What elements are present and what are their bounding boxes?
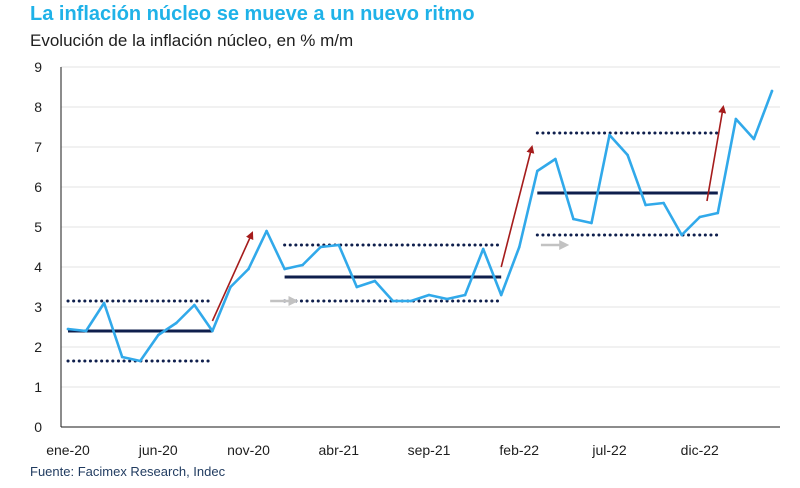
data-point-4 (138, 359, 142, 363)
data-point-22 (463, 293, 467, 297)
y-tick-label-8: 8 (34, 99, 42, 115)
data-point-12 (283, 267, 286, 271)
x-tick-label-jul-22: jul-22 (591, 442, 626, 458)
data-point-14 (319, 245, 323, 249)
y-tick-label-1: 1 (34, 379, 42, 395)
data-point-35 (698, 215, 702, 219)
up-arrow-2 (500, 145, 535, 268)
grid-layer (61, 66, 780, 388)
data-point-34 (680, 233, 683, 237)
chart-subtitle: Evolución de la inflación núcleo, en % m… (30, 31, 354, 50)
y-tick-label-2: 2 (34, 339, 42, 355)
data-point-29 (590, 221, 593, 225)
data-point-39 (770, 89, 774, 93)
data-point-8 (211, 329, 214, 333)
data-point-30 (608, 133, 611, 137)
data-point-13 (301, 263, 304, 267)
data-point-25 (517, 245, 521, 249)
y-tick-label-7: 7 (34, 139, 42, 155)
data-point-20 (427, 293, 431, 297)
data-point-9 (229, 285, 232, 289)
y-tick-label-0: 0 (34, 419, 42, 435)
data-point-36 (716, 211, 720, 215)
arrow-layer (211, 105, 727, 322)
data-point-27 (554, 157, 557, 161)
source-note: Fuente: Facimex Research, Indec (30, 464, 226, 479)
data-point-15 (337, 243, 341, 247)
data-point-28 (572, 217, 575, 221)
y-tick-label-9: 9 (34, 59, 42, 75)
data-point-5 (156, 333, 160, 337)
series-line-inflacion-nucleo (66, 89, 774, 363)
series-layer (66, 89, 774, 363)
up-arrow-1 (211, 231, 254, 322)
x-tick-label-ene-20: ene-20 (46, 442, 90, 458)
axis-layer: 0 1 2 3 4 5 6 7 8 9 ene-20 jun-20 nov-20 abr-21 sep-21… (34, 59, 780, 458)
data-point-24 (499, 293, 503, 297)
data-point-33 (662, 201, 665, 205)
data-point-17 (373, 279, 377, 283)
data-point-18 (391, 299, 395, 303)
data-point-10 (247, 267, 250, 271)
x-tick-label-abr-21: abr-21 (319, 442, 360, 458)
data-point-21 (445, 297, 449, 301)
data-point-1 (84, 329, 88, 333)
data-point-38 (752, 137, 756, 141)
y-tick-label-5: 5 (34, 219, 42, 235)
band-layer (66, 131, 720, 363)
data-point-2 (102, 301, 106, 305)
data-point-7 (193, 303, 196, 307)
x-tick-label-sep-21: sep-21 (408, 442, 451, 458)
y-tick-label-6: 6 (34, 179, 42, 195)
y-tick-label-4: 4 (34, 259, 42, 275)
data-point-6 (175, 321, 178, 325)
up-arrow-3 (706, 105, 727, 202)
data-point-19 (409, 299, 413, 303)
data-point-16 (355, 285, 359, 289)
data-point-23 (481, 247, 485, 251)
chart-title: La inflación núcleo se mueve a un nuevo … (30, 3, 475, 25)
x-tick-label-jun-20: jun-20 (138, 442, 178, 458)
x-tick-label-dic-22: dic-22 (681, 442, 719, 458)
data-point-26 (536, 169, 539, 173)
data-point-31 (626, 153, 629, 157)
x-tick-label-nov-20: nov-20 (227, 442, 270, 458)
data-point-32 (644, 203, 647, 207)
data-point-37 (734, 117, 738, 121)
x-tick-label-feb-22: feb-22 (499, 442, 539, 458)
data-point-3 (120, 355, 124, 359)
data-point-0 (66, 327, 70, 331)
y-tick-label-3: 3 (34, 299, 42, 315)
data-point-11 (265, 229, 268, 233)
